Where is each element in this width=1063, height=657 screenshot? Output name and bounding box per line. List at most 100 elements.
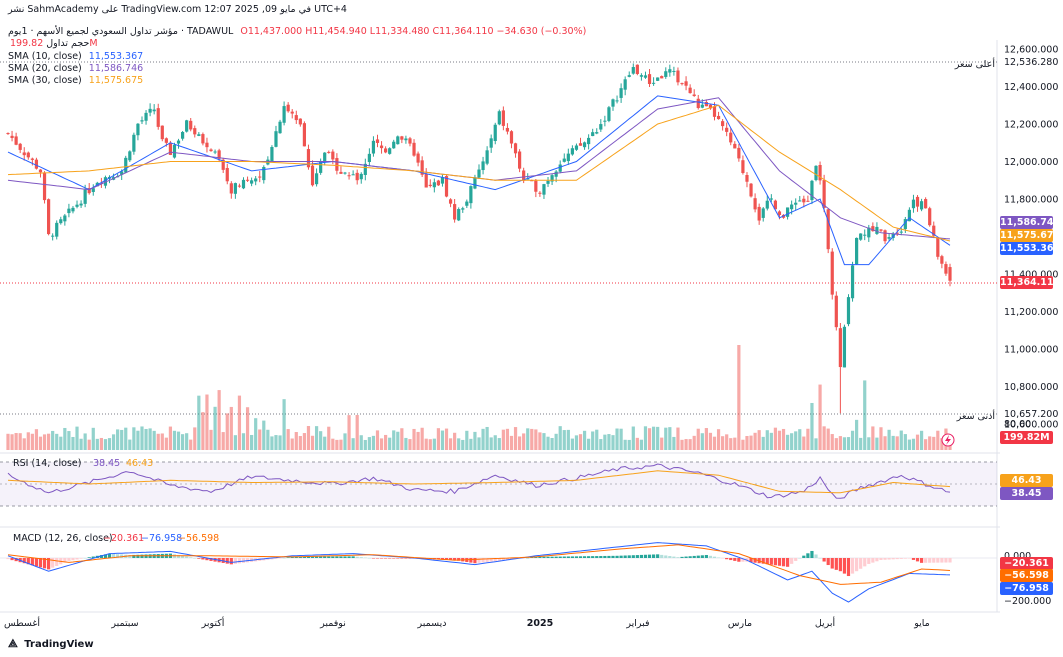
candle (481, 156, 485, 175)
macd-histogram-bar (509, 558, 514, 560)
candle (562, 153, 566, 163)
volume-bar (444, 428, 449, 450)
macd-histogram-bar (481, 558, 485, 563)
macd-histogram-bar (915, 558, 920, 562)
macd-histogram-bar (323, 556, 327, 558)
sma10-label: SMA (10, close) (8, 51, 82, 62)
volume-bar (518, 436, 522, 450)
macd-histogram-bar (22, 558, 26, 564)
sma20-value: 11,586.746 (88, 63, 144, 74)
macd-histogram-bar (680, 556, 684, 558)
volume-bar (152, 430, 156, 450)
volume-bar (10, 434, 14, 450)
volume-bar (546, 436, 550, 450)
time-axis[interactable]: أغسطس سبتمبر أكتوبر نوفمبر ديسمبر 2025 فبراير م… (4, 616, 930, 629)
candle (294, 110, 298, 124)
time-tick-label: فبراير (625, 618, 649, 629)
time-tick-label: سبتمبر (110, 618, 138, 629)
volume-bar (156, 433, 160, 450)
price-tick-label: 11,400.000 (1004, 270, 1058, 281)
volume-bar (826, 428, 830, 450)
macd-histogram-bar (696, 555, 700, 558)
macd-top-tick: 0.000 (1004, 551, 1031, 562)
volume-bar (891, 435, 895, 450)
candle (773, 199, 778, 210)
macd-histogram-bar (282, 557, 286, 559)
volume-bar (424, 438, 428, 450)
sma20-legend[interactable]: SMA (20, close) 11,586.746 (8, 63, 143, 74)
macd-histogram-bar (838, 558, 842, 572)
macd-histogram-bar (826, 558, 830, 566)
candle (140, 116, 144, 125)
candle (688, 84, 692, 94)
macd-histogram-bar (611, 555, 615, 558)
candle (855, 237, 859, 265)
macd-histogram-bar (91, 556, 95, 558)
volume-bar (128, 439, 132, 450)
sma10-legend[interactable]: SMA (10, close) 11,553.367 (8, 51, 143, 62)
candle (132, 132, 136, 155)
volume-bar (846, 437, 851, 450)
macd-histogram-bar (526, 557, 530, 559)
volume-bar (282, 399, 286, 450)
volume-legend[interactable]: حجم تداول 199.82M (10, 38, 98, 49)
candle (924, 197, 928, 209)
candle (578, 137, 583, 146)
candle (59, 216, 63, 225)
candle (712, 102, 717, 121)
macd-histogram-bar (176, 555, 181, 558)
volume-bar (331, 438, 335, 450)
rsi-legend-label[interactable]: RSI (14, close) (13, 458, 81, 469)
volume-bar (314, 426, 319, 450)
candle (830, 248, 834, 300)
volume-bar (777, 430, 782, 450)
candle (664, 67, 668, 79)
candle (412, 139, 416, 157)
volume-bar (855, 419, 859, 450)
volume-bar (932, 436, 936, 450)
volume-value: 199.82M (10, 38, 98, 49)
volume-bar (290, 438, 294, 450)
macd-histogram-bar (347, 556, 351, 558)
macd-histogram-bar (692, 555, 696, 558)
sma30-value: 11,575.675 (88, 75, 144, 86)
candle (814, 165, 818, 182)
volume-bar (859, 437, 863, 450)
macd-histogram-bar (859, 558, 863, 569)
price-axis[interactable]: 12,600.000 12,400.000 12,200.000 12,000.000… (1004, 45, 1058, 431)
volume-bar (103, 439, 108, 450)
macd-legend-label[interactable]: MACD (12, 26, close) (13, 533, 113, 544)
volume-bar (176, 431, 181, 450)
lightning-icon[interactable] (941, 433, 955, 447)
volume-bar (757, 430, 761, 450)
candle (493, 122, 497, 145)
candle (810, 179, 814, 205)
macd-histogram-bar (79, 558, 83, 559)
volume-bar (197, 395, 201, 450)
candle (18, 142, 22, 154)
candle (485, 146, 489, 166)
sma30-legend[interactable]: SMA (30, close) 11,575.675 (8, 75, 143, 86)
candle (71, 206, 75, 214)
volume-bar (834, 438, 838, 450)
macd-histogram-bar (753, 558, 757, 563)
volume-bar (530, 428, 534, 450)
instrument-name[interactable]: مؤشر تداول السعودي لجميع الأسهم · 1يوم ·… (8, 26, 234, 37)
volume-bar (270, 436, 274, 450)
candle (936, 236, 940, 260)
candle (875, 222, 879, 235)
volume-bar (903, 434, 907, 450)
candle (233, 182, 237, 199)
volume-bar (83, 433, 87, 450)
volume-bar (822, 426, 826, 450)
volume-bar (209, 429, 213, 450)
volume-bar (79, 438, 83, 450)
macd-histogram-bar (672, 556, 676, 558)
tradingview-logo[interactable]: ⟁ TradingView (8, 637, 94, 651)
price-tick-label: 11,800.000 (1004, 195, 1058, 206)
volume-bar (55, 433, 59, 450)
volume-bar (363, 439, 367, 450)
volume-bar (895, 436, 899, 450)
candle (185, 119, 189, 133)
